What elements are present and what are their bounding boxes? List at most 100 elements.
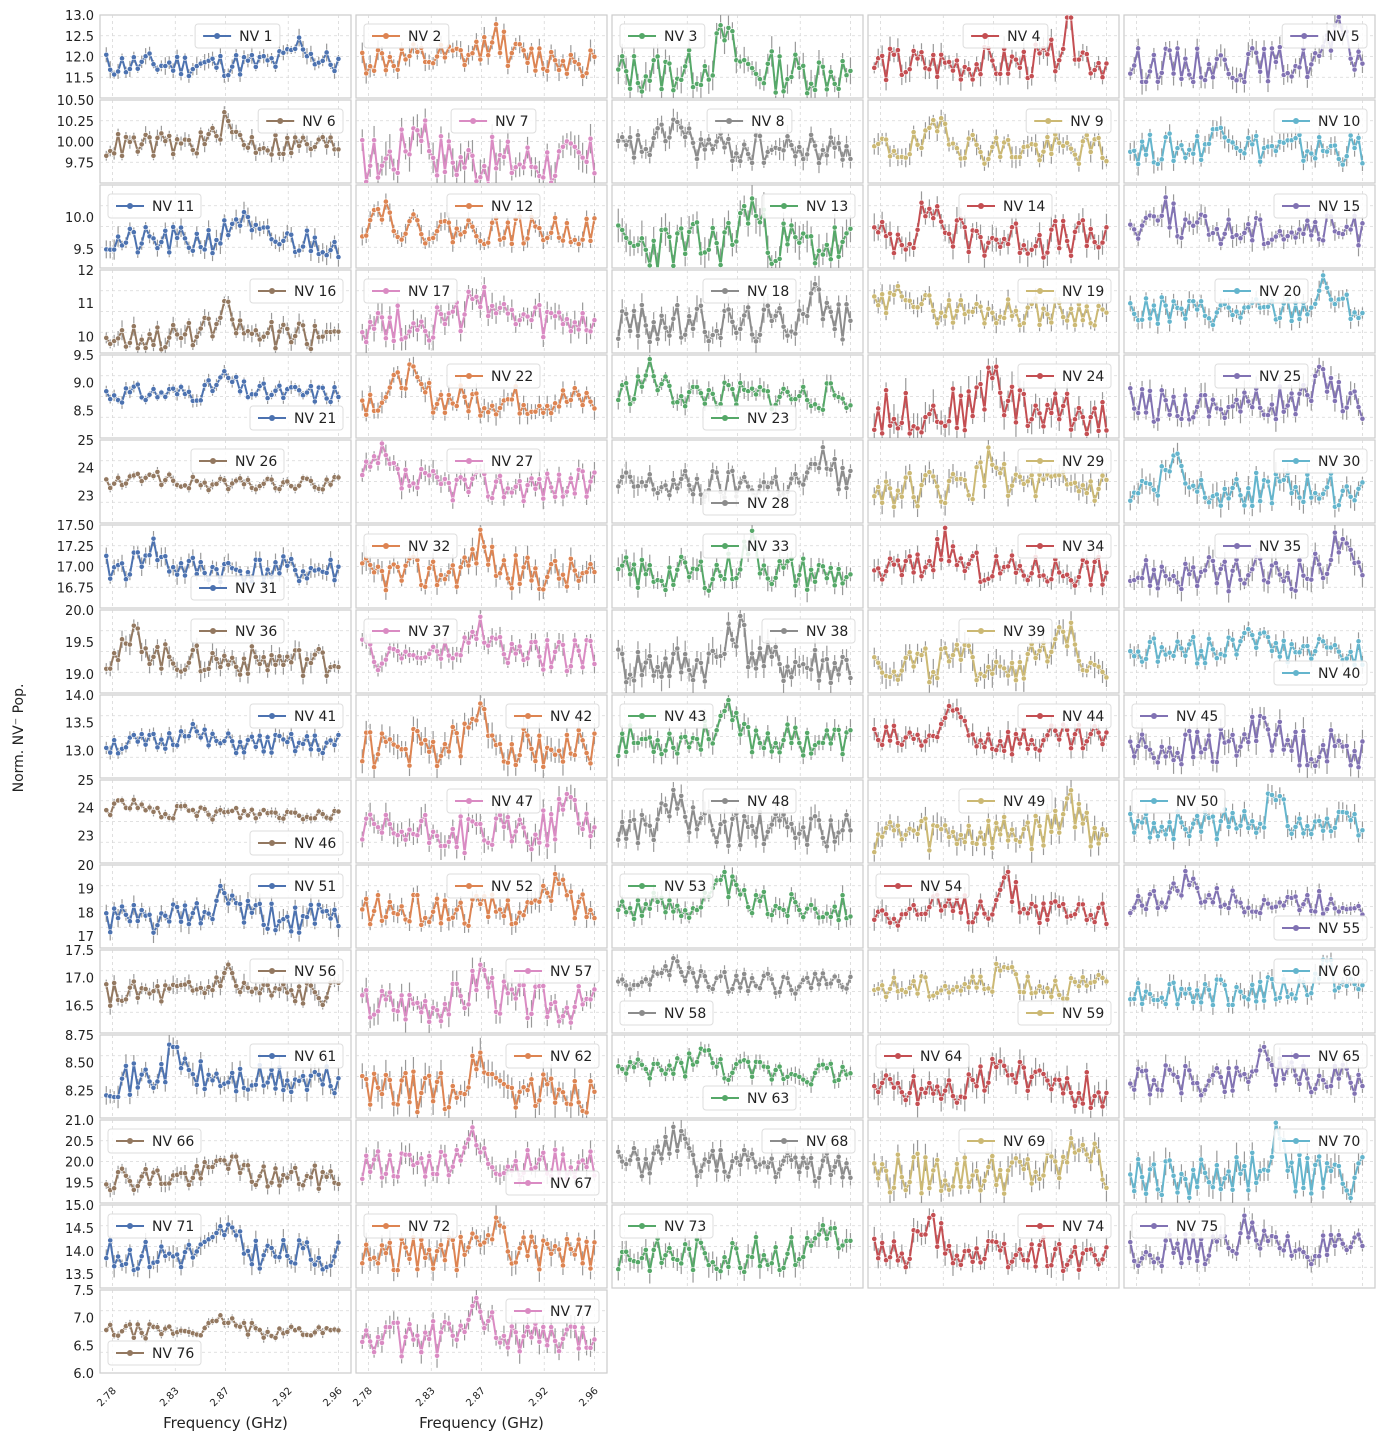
y-tick-label: 11 [77,297,94,312]
data-point [615,566,622,573]
data-point [583,493,590,500]
data-point [733,238,740,245]
data-point [264,667,271,674]
data-point [386,209,393,216]
data-point [213,566,220,573]
data-point [1351,66,1358,73]
data-point [1158,294,1165,301]
data-point [189,554,196,561]
data-point [985,156,992,162]
data-point [1032,402,1039,409]
data-point [839,156,846,163]
data-point [1206,554,1212,561]
data-point [1064,571,1070,578]
legend-box [702,278,797,304]
data-point [567,475,574,482]
data-point [544,403,551,409]
data-point [461,311,468,318]
data-point [894,283,901,290]
data-point [1158,563,1165,570]
data-point [233,374,240,380]
data-point [315,646,322,652]
data-point [678,393,685,400]
data-point [772,473,779,480]
data-point [438,311,444,318]
legend-marker [978,203,984,209]
data-point [1221,485,1228,492]
data-point [1162,302,1169,309]
data-point [1154,320,1161,327]
data-point [241,54,247,61]
data-point [323,672,330,679]
data-point [910,129,917,136]
data-point [245,569,251,576]
data-point [1079,414,1086,420]
legend-marker [210,585,216,591]
data-point [1079,217,1086,224]
data-point [268,652,275,659]
data-point [434,582,440,589]
data-point [792,330,799,337]
legend-box [190,618,285,644]
data-point [1072,322,1078,328]
data-point [741,57,748,64]
legend-marker [982,33,989,39]
data-point [1099,472,1106,479]
data-point [182,331,188,338]
data-point [497,405,503,411]
data-point [1312,373,1319,379]
data-point [957,76,964,83]
data-point [304,575,310,582]
legend-marker [1293,118,1299,124]
data-point [957,297,964,304]
data-point [678,225,685,232]
data-point [154,66,161,73]
data-point [130,323,137,330]
data-point [560,237,566,244]
data-point [434,474,440,481]
data-point [678,124,685,131]
data-point [579,468,586,475]
data-point [119,560,125,567]
legend-box [702,405,797,431]
data-point [469,475,476,482]
data-point [721,576,728,582]
data-point [528,45,535,52]
data-point [839,336,846,343]
data-point [729,318,736,325]
data-point [1213,491,1220,498]
legend-label: NV 21 [294,411,336,427]
data-point [737,210,744,217]
data-point [642,372,649,379]
legend-box [446,193,541,219]
data-point [394,465,401,472]
data-point [989,309,996,316]
data-point [205,315,212,322]
data-point [504,485,511,492]
data-point [225,560,232,567]
data-point [957,392,964,399]
data-point [1265,478,1271,485]
data-point [375,206,381,213]
data-point [745,61,752,67]
data-point [150,235,157,242]
panel-32: NV 32 [355,524,608,609]
data-point [524,482,531,489]
data-point [792,582,799,589]
data-point [1052,68,1059,75]
data-point [1320,490,1326,497]
data-point [221,217,228,224]
data-point [642,246,649,253]
data-point [701,146,708,153]
data-point [477,526,484,533]
data-point [414,484,421,491]
data-point [1001,412,1008,419]
y-tick-label: 10.25 [57,115,94,130]
data-point [233,216,240,223]
data-point [1016,563,1023,569]
data-point [650,319,657,326]
data-point [1052,218,1059,225]
data-point [646,562,653,569]
data-point [154,469,161,475]
